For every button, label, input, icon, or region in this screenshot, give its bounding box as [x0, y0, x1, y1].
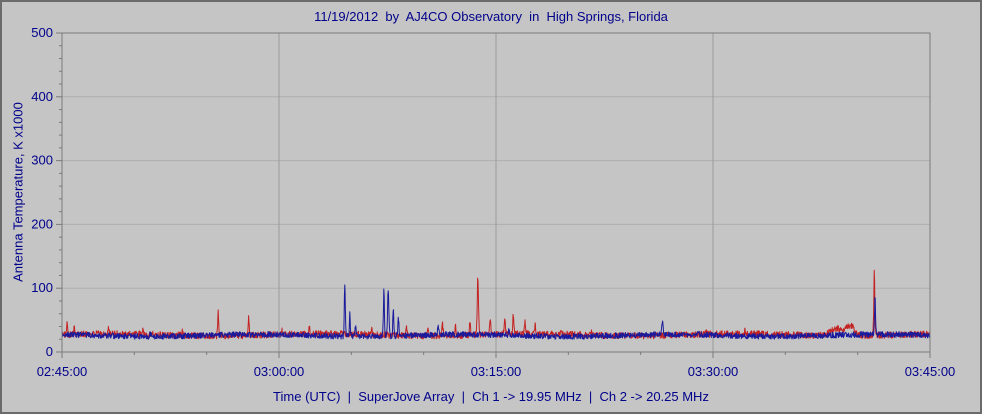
x-tick-label: 03:15:00: [471, 364, 522, 379]
x-tick-label: 03:30:00: [688, 364, 739, 379]
y-tick-label: 500: [31, 25, 53, 40]
series-ch2-line: [61, 284, 931, 340]
x-tick-label: 03:00:00: [254, 364, 305, 379]
x-tick-label: 02:45:00: [37, 364, 88, 379]
x-axis-caption: Time (UTC) | SuperJove Array | Ch 1 -> 1…: [273, 389, 709, 404]
y-tick-label: 200: [31, 216, 53, 231]
x-tick-label: 03:45:00: [905, 364, 956, 379]
plot-border: [61, 32, 931, 353]
chart-title: 11/19/2012 by AJ4CO Observatory in High …: [314, 9, 668, 24]
y-tick-label: 400: [31, 89, 53, 104]
y-tick-label: 0: [46, 344, 53, 359]
y-tick-label: 300: [31, 153, 53, 168]
y-tick-label: 100: [31, 280, 53, 295]
